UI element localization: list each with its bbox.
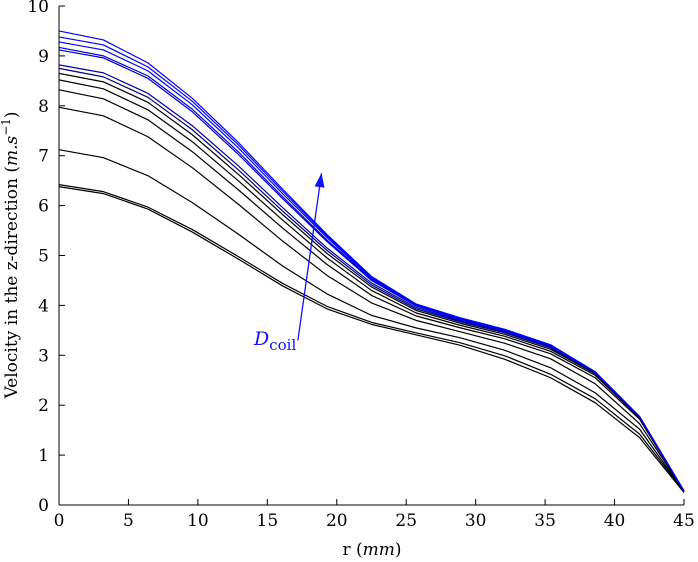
y-tick-label: 9 [38, 47, 49, 67]
x-tick-label: 45 [673, 511, 695, 531]
series-line-14 [58, 30, 685, 492]
x-tick-label: 25 [395, 511, 417, 531]
series-line-7 [58, 72, 685, 492]
series-line-4 [58, 106, 685, 492]
series-layer [58, 30, 685, 493]
y-tick-label: 2 [38, 396, 49, 416]
x-tick-label: 40 [604, 511, 626, 531]
annotation-label: Dcoil [253, 328, 296, 354]
series-line-13 [58, 36, 685, 492]
y-tick-label: 7 [38, 147, 49, 167]
x-tick-label: 20 [326, 511, 348, 531]
series-line-2 [58, 184, 685, 492]
series-line-12 [58, 41, 685, 492]
series-line-1 [58, 186, 685, 493]
y-tick-label: 8 [38, 97, 49, 117]
x-tick-label: 30 [465, 511, 487, 531]
annotation-arrow-head [314, 173, 325, 188]
axes-layer [58, 6, 684, 506]
y-tick-label: 1 [38, 446, 49, 466]
y-tick-label: 5 [38, 247, 49, 267]
series-line-10 [58, 49, 685, 492]
y-tick-label: 6 [38, 197, 49, 217]
y-tick-label: 3 [38, 346, 49, 366]
x-tick-label: 15 [257, 511, 279, 531]
series-line-5 [58, 89, 685, 492]
y-tick-label: 0 [38, 496, 49, 516]
y-tick-label: 4 [38, 296, 49, 316]
x-axis-label: r (mm) [342, 540, 401, 560]
annotation-label-sub: coil [269, 336, 296, 354]
y-tick-label: 10 [27, 0, 49, 17]
x-tick-label: 35 [534, 511, 556, 531]
annotation-label-main: D [253, 328, 269, 350]
annotation-layer: Dcoil [253, 173, 325, 354]
series-line-6 [58, 79, 685, 492]
x-tick-label: 5 [123, 511, 134, 531]
series-line-3 [58, 149, 685, 492]
x-tick-label: 0 [54, 511, 65, 531]
x-tick-label: 10 [187, 511, 209, 531]
y-axis-label: Velocity in the z-direction (m.s−1) [0, 111, 22, 399]
annotation-arrow-shaft [297, 173, 323, 341]
